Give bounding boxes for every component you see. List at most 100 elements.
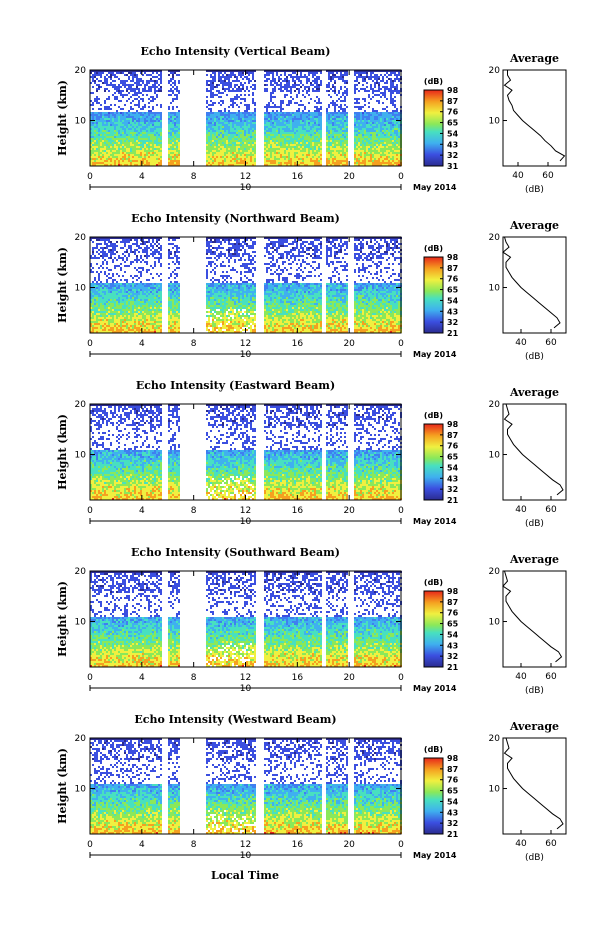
colorbar-tick-label: 54 <box>447 296 459 305</box>
avg-x-tick-label: 60 <box>545 338 557 348</box>
month-label: May 2014 <box>413 684 457 693</box>
avg-y-tick-label: 20 <box>489 400 501 410</box>
x-tick-label: 4 <box>139 339 145 349</box>
x-tick-label: 16 <box>292 172 304 182</box>
x-tick-label: 0 <box>87 840 93 850</box>
x-tick-label: 4 <box>139 172 145 182</box>
colorbar-tick-label: 32 <box>447 652 458 661</box>
y-axis-label: Height (km) <box>56 80 69 156</box>
avg-profile-line <box>505 738 564 829</box>
x-tick-label: 8 <box>191 673 197 683</box>
x-tick-label: 20 <box>343 506 355 516</box>
panel-0: Echo Intensity (Vertical Beam) 10 20 Height… <box>56 45 566 195</box>
x-tick-label: 16 <box>292 840 304 850</box>
colorbar-tick-label: 98 <box>447 420 459 429</box>
colorbar-title: (dB) <box>424 578 443 587</box>
avg-title: Average <box>509 553 559 566</box>
colorbar-tick-label: 32 <box>447 151 458 160</box>
colorbar-tick-label: 98 <box>447 587 459 596</box>
heatmap-cells <box>90 70 402 166</box>
colorbar-tick-label: 43 <box>447 474 458 483</box>
y-tick-label: 10 <box>75 117 87 127</box>
x-tick-label: 0 <box>87 172 93 182</box>
colorbar-tick-label: 65 <box>447 286 459 295</box>
y-tick-label: 10 <box>75 618 87 628</box>
colorbar <box>424 591 443 667</box>
y-tick-label: 20 <box>75 400 87 410</box>
colorbar-tick-label: 87 <box>447 598 458 607</box>
x-tick-label: 0 <box>87 673 93 683</box>
x-tick-label: 8 <box>191 339 197 349</box>
avg-frame <box>503 404 566 500</box>
avg-title: Average <box>509 219 559 232</box>
colorbar-tick-label: 65 <box>447 119 459 128</box>
colorbar-tick-label: 32 <box>447 318 458 327</box>
colorbar-tick-label: 76 <box>447 275 459 284</box>
echo-intensity-figure: Echo Intensity (Vertical Beam) 10 20 Height… <box>0 0 616 929</box>
y-tick-label: 20 <box>75 734 87 744</box>
y-tick-label: 10 <box>75 284 87 294</box>
x-tick-label: 0 <box>87 339 93 349</box>
panel-3: Echo Intensity (Southward Beam)1020Heigh… <box>56 546 566 696</box>
x-tick-label: 0 <box>87 506 93 516</box>
colorbar-tick-label: 32 <box>447 819 458 828</box>
panel-title: Echo Intensity (Vertical Beam) <box>140 45 330 58</box>
panel-title: Echo Intensity (Eastward Beam) <box>136 379 335 392</box>
avg-frame <box>503 237 566 333</box>
panel-title: Echo Intensity (Westward Beam) <box>134 713 336 726</box>
colorbar-tick-label: 65 <box>447 620 459 629</box>
avg-profile-line <box>505 70 565 161</box>
colorbar-tick-label: 32 <box>447 485 458 494</box>
colorbar <box>424 257 443 333</box>
colorbar-tick-label: 87 <box>447 765 458 774</box>
colorbar <box>424 424 443 500</box>
heatmap-cells <box>90 237 402 333</box>
y-tick-label: 20 <box>75 567 87 577</box>
avg-x-axis-label: (dB) <box>525 185 544 195</box>
date-label: 10 <box>240 183 252 193</box>
colorbar <box>424 758 443 834</box>
avg-profile-line <box>505 404 564 495</box>
colorbar-tick-label: 76 <box>447 776 459 785</box>
x-tick-label: 20 <box>343 673 355 683</box>
avg-x-tick-label: 60 <box>545 839 557 849</box>
avg-frame <box>503 571 566 667</box>
x-tick-label: 12 <box>240 339 251 349</box>
colorbar-tick-label: 98 <box>447 754 459 763</box>
panel-4: Echo Intensity (Westward Beam)1020Height… <box>56 713 566 863</box>
colorbar-tick-label: 54 <box>447 463 459 472</box>
x-tick-label: 4 <box>139 840 145 850</box>
colorbar-tick-label: 98 <box>447 86 459 95</box>
x-tick-label: 4 <box>139 506 145 516</box>
x-tick-label: 8 <box>191 840 197 850</box>
colorbar-tick-label: 65 <box>447 453 459 462</box>
colorbar-tick-label: 43 <box>447 808 458 817</box>
colorbar-tick-label: 54 <box>447 129 459 138</box>
avg-y-tick-label: 20 <box>489 734 501 744</box>
colorbar-tick-label: 21 <box>447 830 459 839</box>
colorbar-tick-label: 87 <box>447 97 458 106</box>
colorbar-tick-label: 31 <box>447 162 459 171</box>
avg-y-tick-label: 20 <box>489 233 501 243</box>
avg-x-tick-label: 40 <box>515 505 527 515</box>
avg-profile-line <box>503 237 560 328</box>
panel-title: Echo Intensity (Northward Beam) <box>131 212 340 225</box>
x-tick-label: 8 <box>191 172 197 182</box>
avg-x-tick-label: 40 <box>512 171 524 181</box>
avg-title: Average <box>509 52 559 65</box>
colorbar <box>424 90 443 166</box>
x-tick-label: 16 <box>292 673 304 683</box>
x-tick-label: 0 <box>398 673 404 683</box>
avg-profile-line <box>503 571 562 662</box>
x-tick-label: 12 <box>240 673 251 683</box>
y-tick-label: 20 <box>75 66 87 76</box>
x-tick-label: 16 <box>292 506 304 516</box>
month-label: May 2014 <box>413 183 457 192</box>
y-axis-label: Height (km) <box>56 581 69 657</box>
avg-x-tick-label: 60 <box>545 672 557 682</box>
x-tick-label: 16 <box>292 339 304 349</box>
colorbar-title: (dB) <box>424 745 443 754</box>
date-label: 10 <box>240 517 252 527</box>
colorbar-title: (dB) <box>424 77 443 86</box>
avg-y-tick-label: 10 <box>489 117 501 127</box>
